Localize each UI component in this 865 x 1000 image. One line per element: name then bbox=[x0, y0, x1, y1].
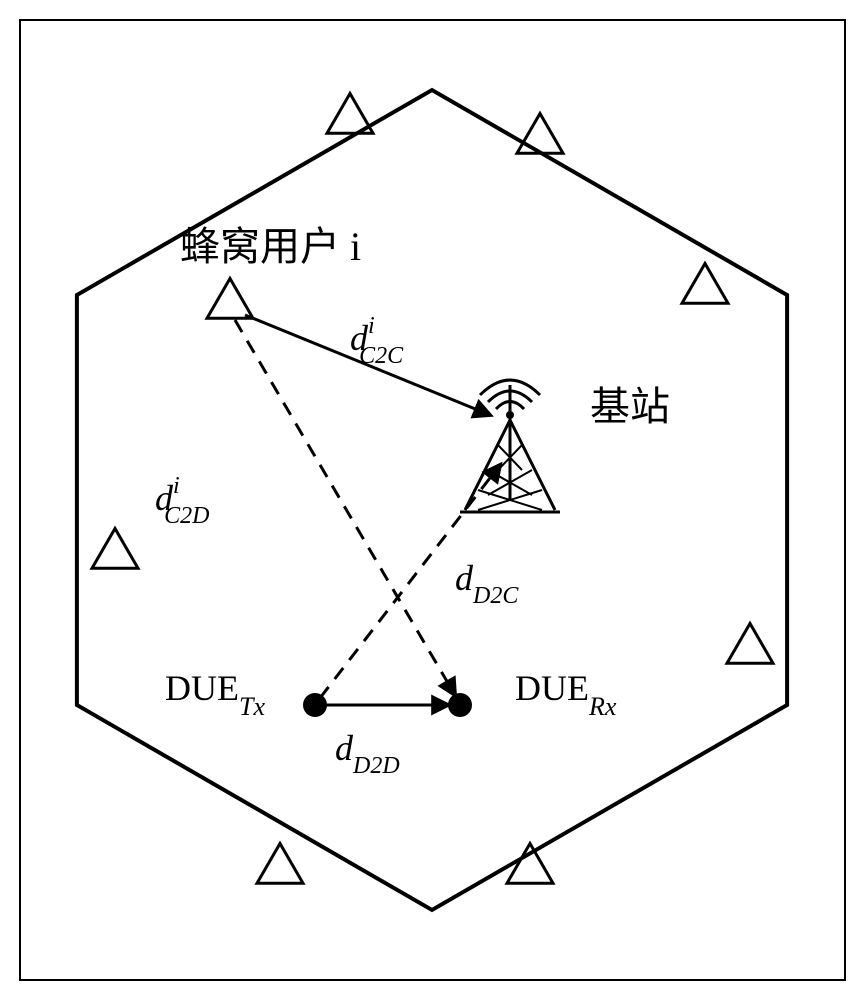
due-rx-label: DUERx bbox=[515, 668, 617, 721]
cellular-user-i-label: 蜂窝用户 i bbox=[180, 224, 361, 269]
distance-label-d_d2c: dD2C bbox=[455, 558, 519, 609]
cellular-user-triangle bbox=[257, 843, 303, 883]
due-rx-dot bbox=[448, 693, 472, 717]
cellular-user-triangle bbox=[682, 263, 728, 303]
base-station-icon bbox=[460, 380, 560, 512]
due-tx-label: DUETx bbox=[165, 668, 265, 721]
distance-label-d_c2d: diC2D bbox=[155, 473, 209, 529]
cell-hexagon bbox=[77, 90, 787, 910]
cellular-user-triangle bbox=[517, 113, 563, 153]
arrow-d2c bbox=[320, 465, 500, 698]
cellular-user-triangle bbox=[92, 528, 138, 568]
outer-frame bbox=[20, 20, 845, 980]
base-station-label: 基站 bbox=[590, 384, 670, 429]
due-tx-dot bbox=[303, 693, 327, 717]
cellular-user-triangle bbox=[727, 623, 773, 663]
cellular-user-i-triangle bbox=[207, 278, 253, 318]
distance-label-d_d2d: dD2D bbox=[335, 728, 400, 779]
distance-label-d_c2c: diC2C bbox=[350, 313, 404, 369]
arrow-c2d bbox=[235, 320, 455, 695]
